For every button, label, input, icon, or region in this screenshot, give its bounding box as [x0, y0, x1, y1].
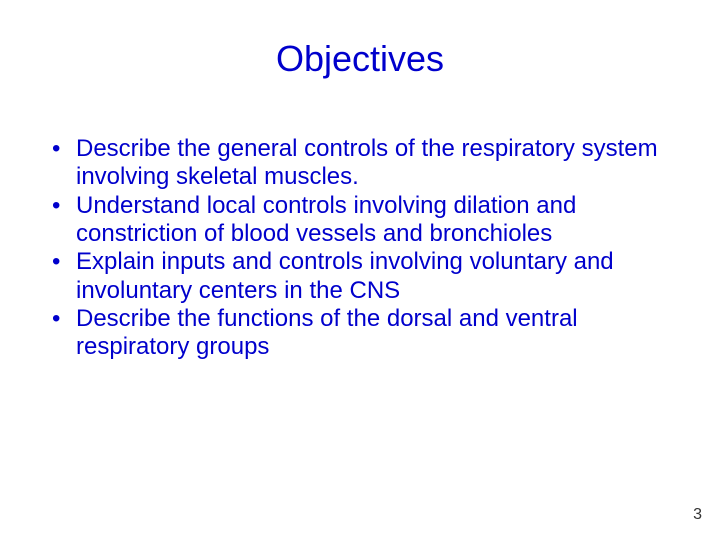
list-item: Understand local controls involving dila…	[50, 192, 670, 249]
list-item: Describe the general controls of the res…	[50, 135, 670, 192]
list-item: Explain inputs and controls involving vo…	[50, 248, 670, 305]
bullet-list: Describe the general controls of the res…	[50, 135, 670, 362]
page-number: 3	[693, 506, 702, 524]
slide-title: Objectives	[0, 38, 720, 80]
list-item: Describe the functions of the dorsal and…	[50, 305, 670, 362]
slide-body: Describe the general controls of the res…	[50, 135, 670, 362]
slide: Objectives Describe the general controls…	[0, 0, 720, 540]
